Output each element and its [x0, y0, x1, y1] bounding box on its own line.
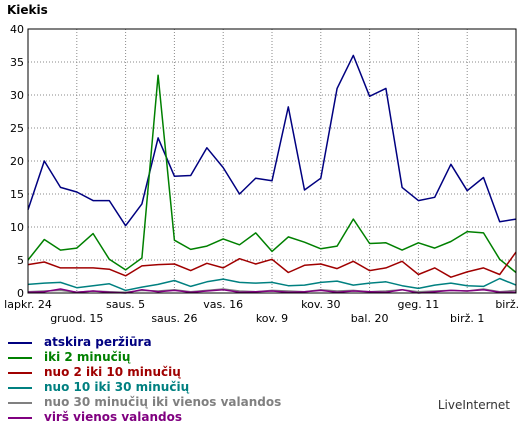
y-ticks: 0 5 10 15 20 25 30 35 40: [10, 23, 24, 300]
legend-item-nuo-10-iki-30: nuo 10 iki 30 minučių: [8, 380, 281, 395]
grid: [27, 29, 517, 293]
y-tick-label: 35: [10, 56, 24, 69]
legend-swatch: [8, 386, 32, 389]
y-tick-label: 25: [10, 122, 24, 135]
x-tick-label: birž. 16: [495, 298, 520, 311]
x-tick-label: saus. 26: [151, 312, 197, 325]
x-tick-label: birž. 1: [450, 312, 484, 325]
legend-label: nuo 30 minučių iki vienos valandos: [44, 395, 282, 409]
y-tick-label: 5: [17, 254, 24, 267]
legend-item-atskira-perziura: atskira peržiūra: [8, 335, 281, 350]
x-tick-label: kov. 9: [256, 312, 288, 325]
legend-swatch: [8, 401, 32, 404]
y-tick-label: 30: [10, 89, 24, 102]
legend-item-iki-2-minuciu: iki 2 minučių: [8, 350, 281, 365]
x-ticks: lapkr. 24 saus. 5 vas. 16 kov. 30 geg. 11 bir…: [4, 298, 520, 325]
brand-label: LiveInternet: [437, 398, 510, 412]
legend-item-nuo-30-iki-valandos: nuo 30 minučių iki vienos valandos: [8, 395, 281, 410]
line-chart: Kiekis 0 5 10 15 20 25 30 35 40 lapkr. 24 saus. 5…: [4, 3, 520, 325]
x-tick-label: kov. 30: [301, 298, 340, 311]
legend-label: iki 2 minučių: [44, 350, 131, 364]
y-tick-label: 10: [10, 221, 24, 234]
series-line-0: [27, 54, 517, 227]
series-lines: [27, 54, 517, 294]
y-tick-label: 15: [10, 188, 24, 201]
legend-swatch: [8, 341, 32, 344]
legend: atskira peržiūra iki 2 minučių nuo 2 iki…: [8, 335, 281, 425]
legend-label: nuo 10 iki 30 minučių: [44, 380, 190, 394]
y-axis-title: Kiekis: [7, 3, 48, 17]
plot-frame: [27, 28, 517, 294]
y-tick-label: 40: [10, 23, 24, 36]
y-tick-label: 0: [17, 287, 24, 300]
y-tick-label: 20: [10, 155, 24, 168]
legend-swatch: [8, 356, 32, 359]
x-tick-label: bal. 20: [351, 312, 389, 325]
x-tick-label: geg. 11: [398, 298, 440, 311]
x-tick-label: lapkr. 24: [4, 298, 52, 311]
x-tick-label: vas. 16: [203, 298, 243, 311]
legend-label: nuo 2 iki 10 minučių: [44, 365, 181, 379]
x-tick-label: saus. 5: [106, 298, 145, 311]
legend-item-nuo-2-iki-10: nuo 2 iki 10 minučių: [8, 365, 281, 380]
legend-label: atskira peržiūra: [44, 335, 152, 349]
legend-swatch: [8, 371, 32, 374]
series-line-5: [27, 288, 516, 294]
series-line-1: [27, 74, 517, 274]
series-line-2: [27, 251, 517, 278]
series-line-3: [27, 277, 517, 292]
x-tick-label: gruod. 15: [50, 312, 103, 325]
